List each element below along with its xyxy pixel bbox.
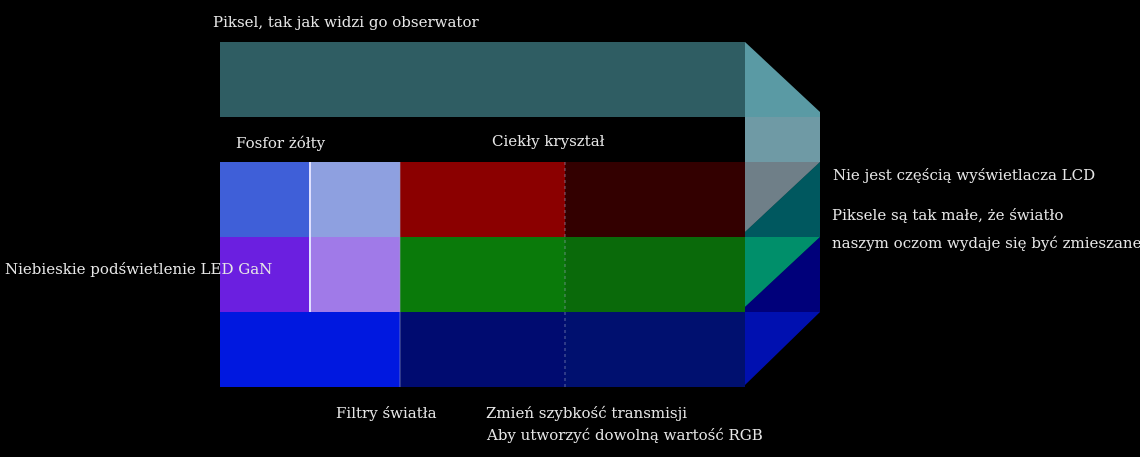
filter-cell-green [400,237,565,312]
phosphor-cell-mid [310,237,400,312]
liquid-crystal-cell-blue [565,312,745,387]
filter-cell-red [400,162,565,237]
mix-face-lower [745,237,820,312]
mix-face-upper [745,162,820,237]
yellow-phosphor-label: Fosfor żółty [236,134,326,152]
light-filters-label: Filtry światła [336,404,437,422]
observer-pixel-bar [220,42,745,117]
observer-pixel-bar-drop [745,117,820,162]
liquid-crystal-label: Ciekły kryształ [492,132,605,150]
observer-pixel-label: Piksel, tak jak widzi go obserwator [213,13,479,31]
change-transmission-label: Zmień szybkość transmisji [486,404,688,422]
led-cell-top [220,162,310,237]
create-rgb-label: Aby utworzyć dowolną wartość RGB [487,426,763,444]
blue-led-backlight-label: Niebieskie podświetlenie LED GaN [5,260,273,278]
liquid-crystal-cell-green [565,237,745,312]
observer-pixel-bar-side [745,42,820,117]
mix-face-blue [745,312,820,385]
filter-cell-blue [400,312,565,387]
pixels-small-line2: naszym oczom wydaje się być zmieszane [832,234,1140,252]
led-cell-mid [220,237,310,312]
not-part-of-lcd-label: Nie jest częścią wyświetlacza LCD [833,166,1096,184]
phosphor-cell-top [310,162,400,237]
pixels-small-line1: Piksele są tak małe, że światło [832,206,1064,224]
liquid-crystal-cell-red [565,162,745,237]
led-cell-bot [220,312,400,387]
